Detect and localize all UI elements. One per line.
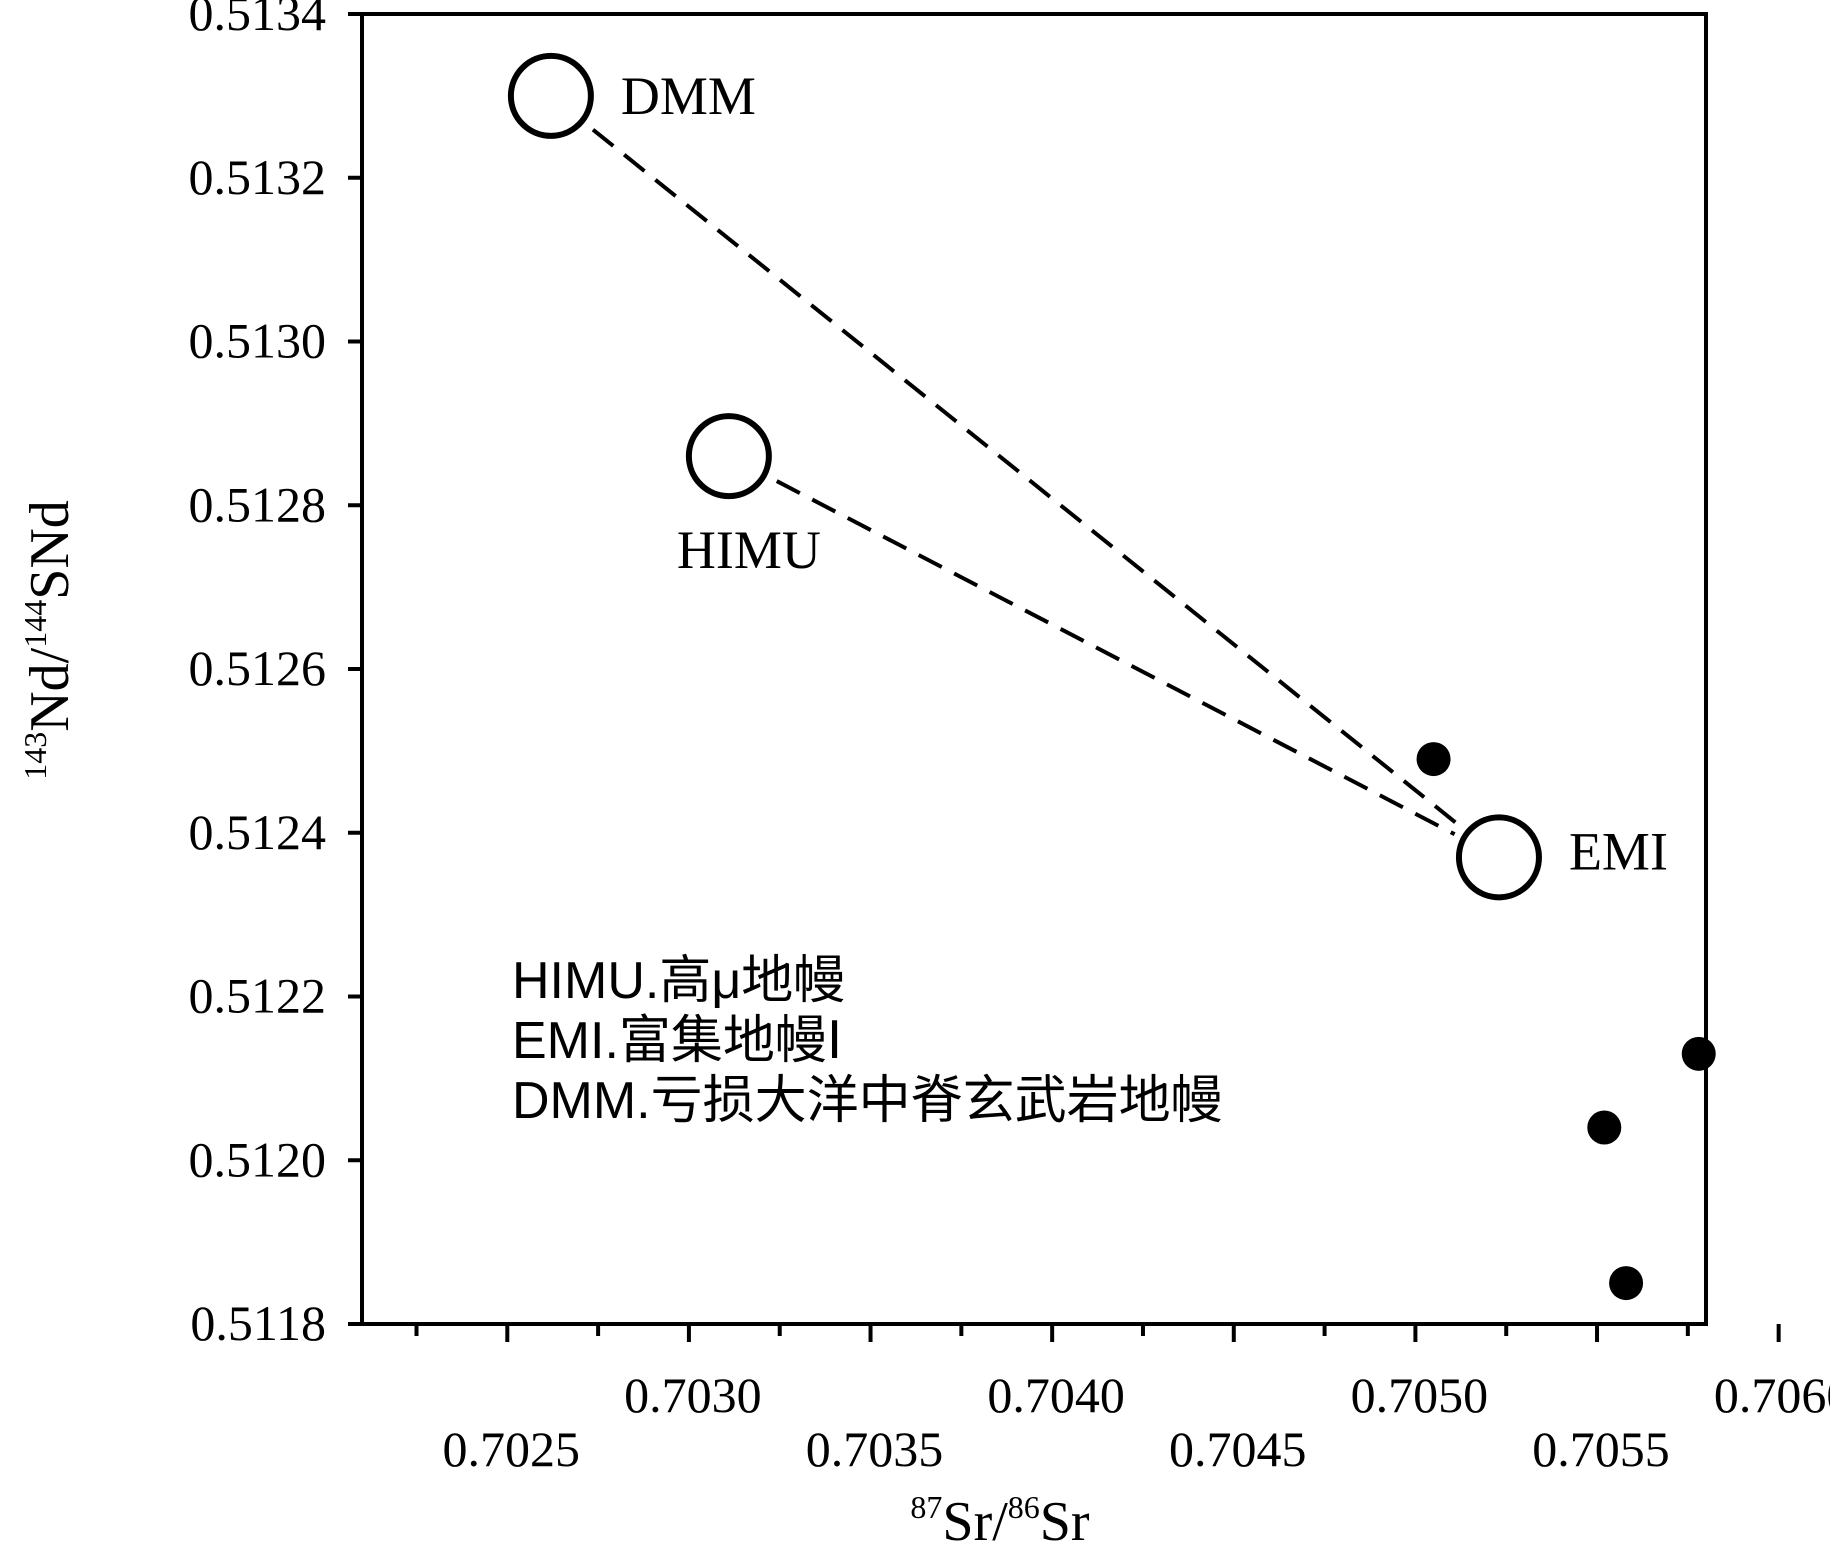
endmember-marker-himu [685, 413, 772, 500]
endmember-label-himu: HIMU [677, 520, 821, 580]
y-tick-label: 0.5134 [189, 0, 327, 41]
y-axis-title-base1: Nd/ [19, 647, 81, 731]
legend: HIMU.高μ地幔 EMI.富集地幔Ⅰ DMM.亏损大洋中脊玄武岩地幔 [512, 952, 1223, 1130]
y-tick-label: 0.5126 [189, 640, 327, 696]
y-tick-label: 0.5122 [189, 968, 327, 1024]
endmember-markers: DMM HIMU EMI [507, 52, 1668, 901]
y-axis-title-sup1: 143 [17, 732, 53, 780]
legend-entry-dmm: DMM.亏损大洋中脊玄武岩地幔 [512, 1072, 1223, 1130]
x-axis-title-base1: Sr/ [942, 1491, 1008, 1546]
y-axis-title-sup2: 144 [17, 600, 53, 648]
y-axis-title-base2: SNd [19, 500, 81, 600]
y-tick-label: 0.5124 [189, 804, 327, 860]
y-tick-label: 0.5132 [189, 149, 327, 205]
y-tick-label: 0.5128 [189, 476, 327, 532]
mixing-lines [591, 128, 1462, 836]
x-tick-label-upper: 0.7060 [1714, 1367, 1830, 1423]
x-tick-label-upper: 0.7030 [624, 1367, 762, 1423]
y-axis-ticks: 0.5118 0.5120 0.5122 0.5124 0.5126 0.5128 0.51… [189, 0, 362, 1351]
x-axis-title-sup2: 86 [1008, 1489, 1040, 1525]
sample-point [1681, 1036, 1716, 1071]
x-axis-title: 87Sr/86Sr [910, 1489, 1090, 1546]
sample-point [1609, 1266, 1644, 1301]
x-tick-label-lower: 0.7055 [1532, 1421, 1670, 1477]
y-tick-label: 0.5118 [190, 1295, 326, 1351]
x-tick-label-upper: 0.7040 [987, 1367, 1125, 1423]
sample-points [1416, 742, 1716, 1301]
y-tick-label: 0.5130 [189, 313, 327, 369]
x-axis-title-base2: Sr [1040, 1491, 1090, 1546]
legend-entry-himu: HIMU.高μ地幔 [512, 952, 845, 1010]
x-tick-label-lower: 0.7045 [1169, 1421, 1307, 1477]
x-axis-ticks: 0.7025 0.7035 0.7045 0.7055 0.7030 0.7040 0.70… [414, 1324, 1830, 1477]
endmember-label-emi: EMI [1569, 821, 1668, 881]
mixing-line-himu-emi [775, 479, 1456, 836]
sample-point [1416, 742, 1451, 777]
legend-entry-emi: EMI.富集地幔Ⅰ [512, 1012, 842, 1070]
y-axis-title: 143Nd/144SNd [17, 500, 81, 780]
endmember-label-dmm: DMM [621, 66, 756, 126]
endmember-marker-emi [1455, 814, 1542, 901]
endmember-marker-dmm [507, 52, 594, 139]
y-tick-label: 0.5120 [189, 1131, 327, 1187]
x-axis-title-sup1: 87 [910, 1489, 942, 1525]
x-tick-label-lower: 0.7025 [443, 1421, 581, 1477]
x-tick-label-lower: 0.7035 [806, 1421, 944, 1477]
x-tick-label-upper: 0.7050 [1351, 1367, 1489, 1423]
mixing-line-dmm-emi [591, 128, 1462, 828]
sample-point [1587, 1110, 1622, 1145]
